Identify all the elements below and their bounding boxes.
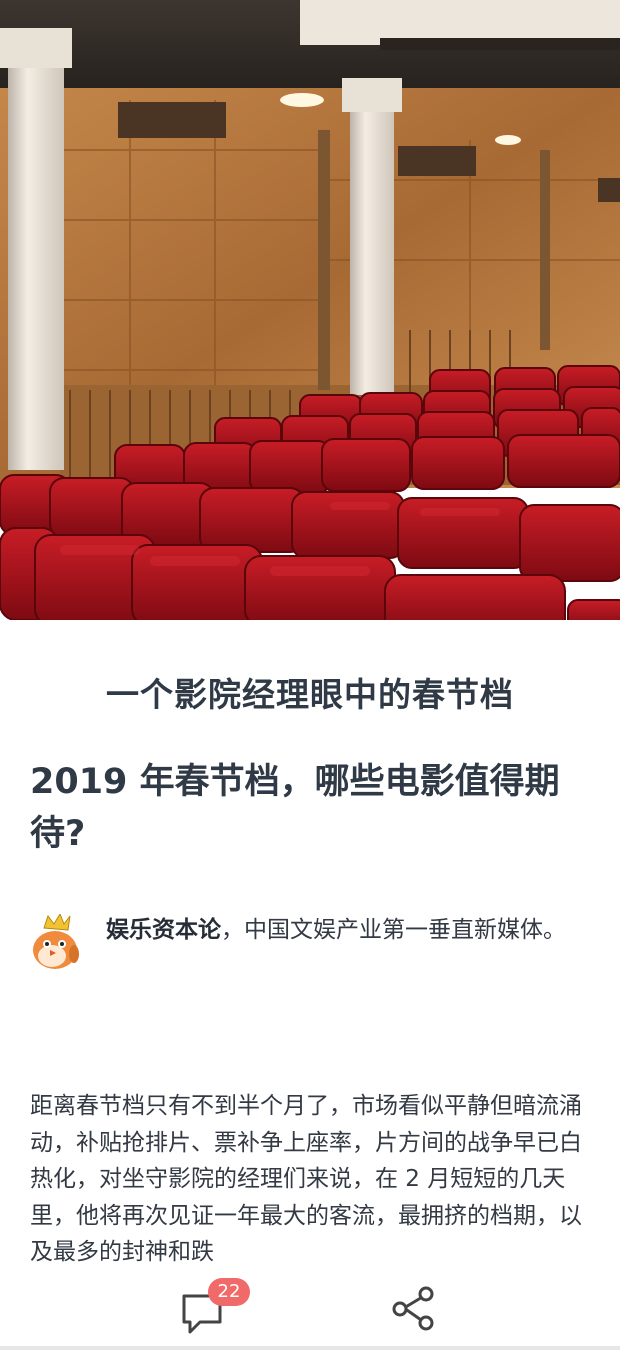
author-line: 娱乐资本论，中国文娱产业第一垂直新媒体。 — [30, 912, 596, 974]
bottom-action-bar: 22 — [0, 1272, 620, 1350]
author-name[interactable]: 娱乐资本论 — [106, 917, 221, 943]
author-description: ，中国文娱产业第一垂直新媒体。 — [221, 917, 566, 943]
bird-crown-avatar-icon[interactable] — [30, 912, 80, 974]
comment-count-badge: 22 — [208, 1278, 250, 1306]
column-title: 一个影院经理眼中的春节档 — [106, 675, 514, 714]
comment-button[interactable]: 22 — [178, 1276, 250, 1336]
article-body: 距离春节档只有不到半个月了，市场看似平静但暗流涌动，补贴抢排片、票补争上座率，片… — [30, 1093, 582, 1265]
hero-image — [0, 0, 620, 620]
article-title: 2019 年春节档，哪些电影值得期待? — [30, 762, 560, 854]
share-icon — [392, 1286, 434, 1331]
share-button[interactable] — [390, 1286, 440, 1336]
